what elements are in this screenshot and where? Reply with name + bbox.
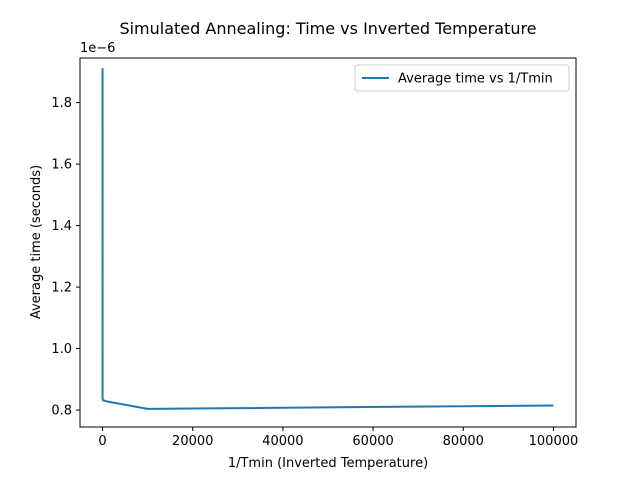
y-tick-label: 1.4 (51, 219, 72, 234)
x-tick-label: 0 (98, 434, 106, 449)
y-axis-label: Average time (seconds) (29, 165, 44, 319)
y-tick-label: 1.6 (51, 158, 72, 173)
series-layer (101, 68, 554, 410)
x-axis-ticks: 0 20000 40000 60000 80000 100000 (98, 427, 578, 449)
legend: Average time vs 1/Tmin (354, 64, 570, 92)
plot-area: 0 20000 40000 60000 80000 100000 0.8 1.0 1.2 1.4… (51, 57, 578, 449)
x-tick-label: 80000 (443, 434, 484, 449)
series-line-0 (101, 68, 554, 410)
y-tick-label: 0.8 (51, 404, 72, 419)
x-tick-label: 20000 (172, 434, 213, 449)
y-axis-offset-text: 1e−6 (80, 41, 115, 56)
x-tick-label: 100000 (529, 434, 579, 449)
x-axis-label: 1/Tmin (Inverted Temperature) (228, 456, 428, 471)
chart-title: Simulated Annealing: Time vs Inverted Te… (119, 19, 536, 38)
y-axis-ticks: 0.8 1.0 1.2 1.4 1.6 1.8 (51, 96, 80, 419)
legend-box (354, 64, 570, 92)
y-tick-label: 1.8 (51, 96, 72, 111)
y-tick-label: 1.0 (51, 342, 72, 357)
x-tick-label: 40000 (262, 434, 303, 449)
y-tick-label: 1.2 (51, 281, 72, 296)
axes-frame (79, 57, 577, 428)
legend-label: Average time vs 1/Tmin (398, 72, 553, 87)
x-tick-label: 60000 (352, 434, 393, 449)
